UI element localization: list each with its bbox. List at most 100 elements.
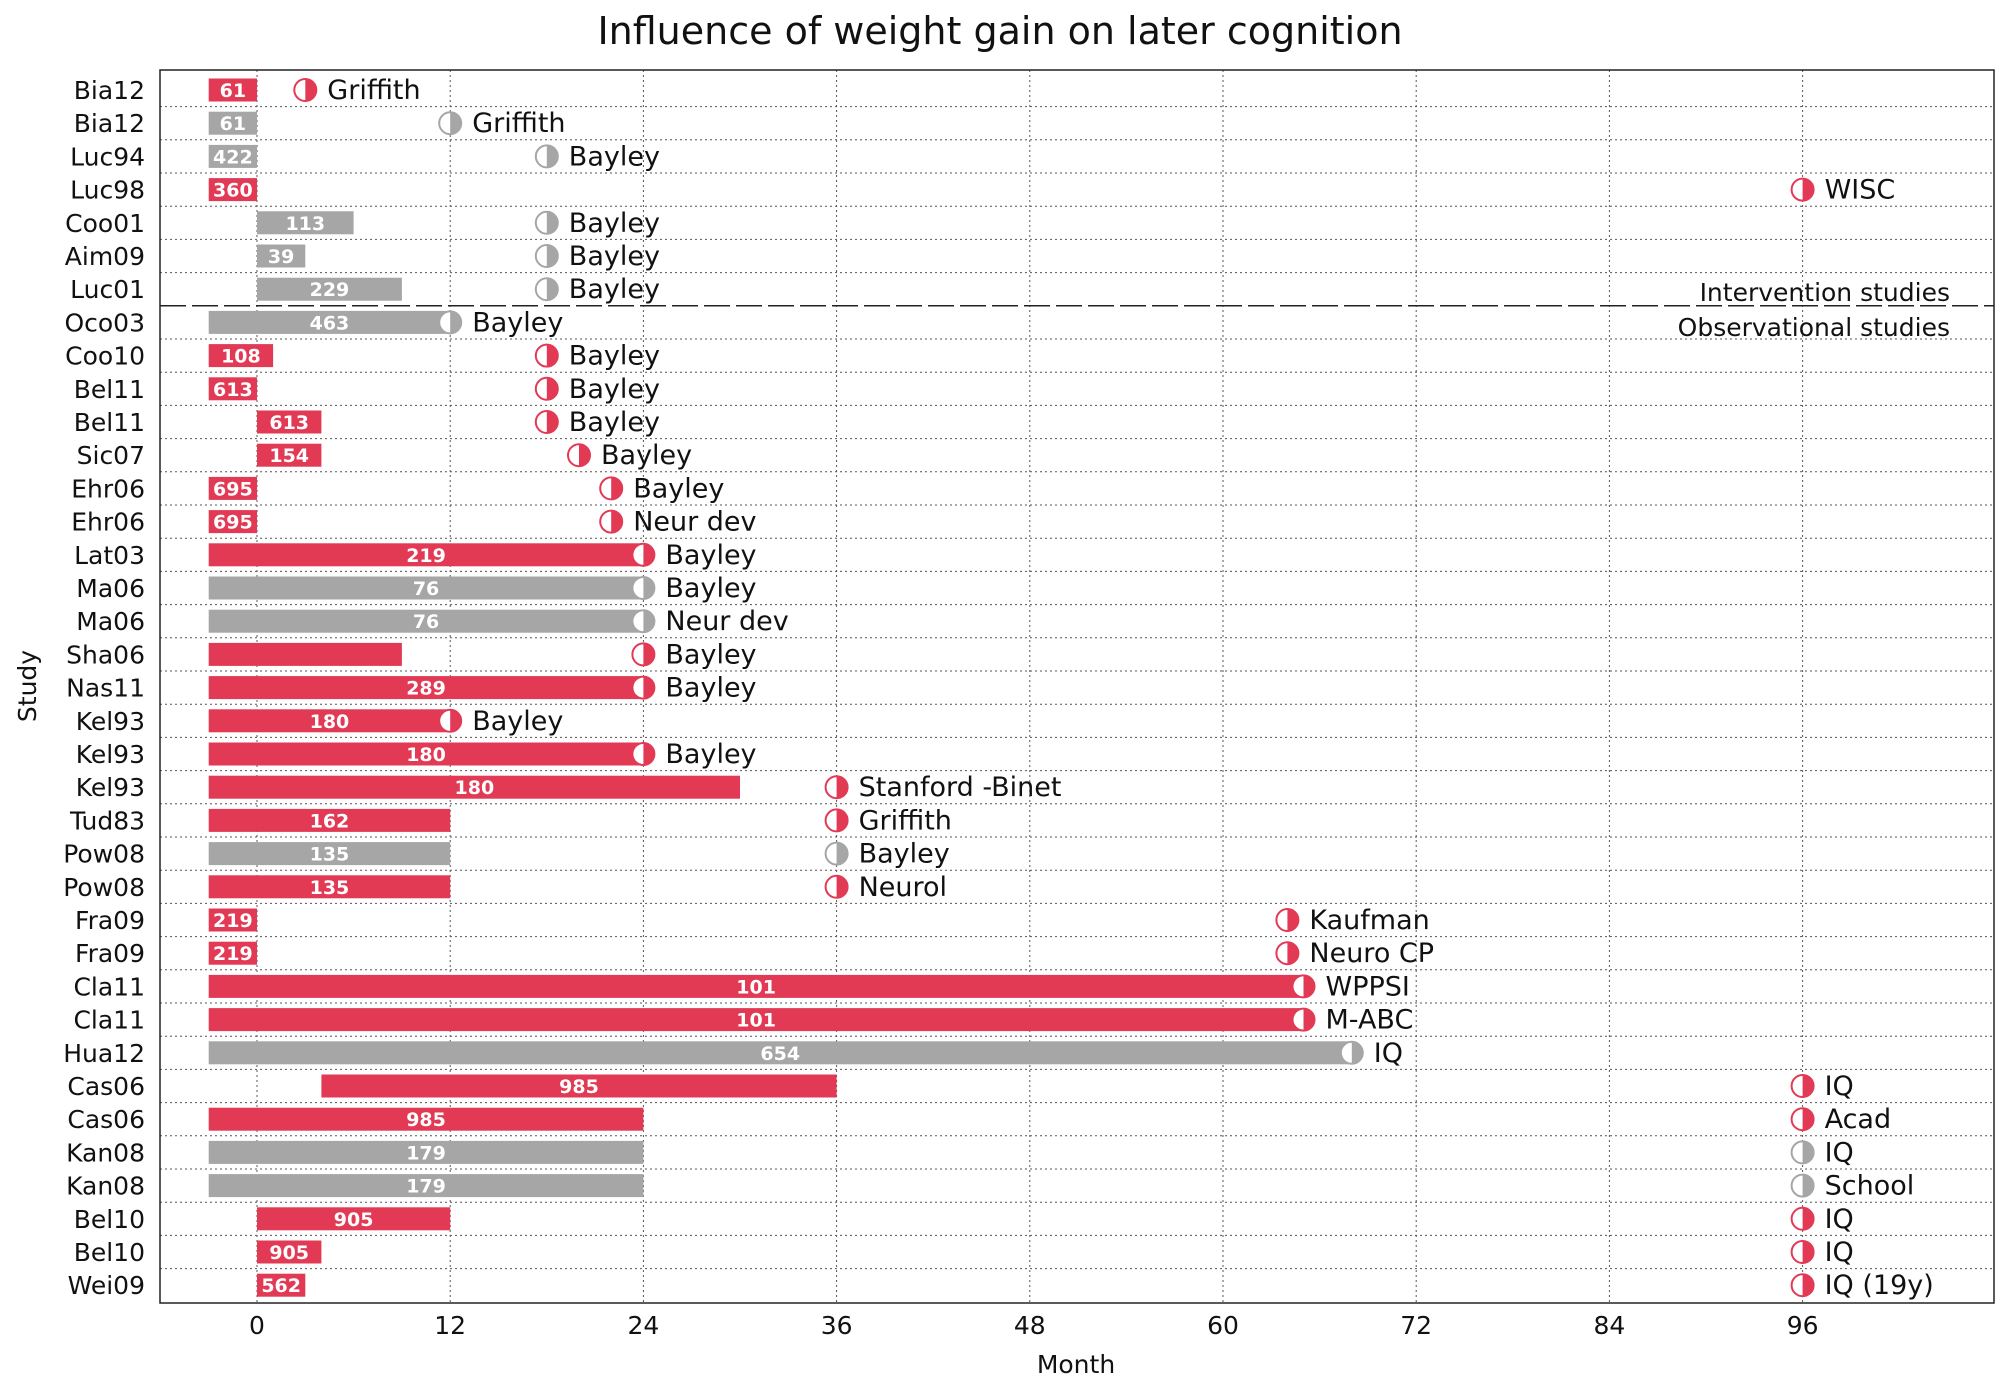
bar-value-label: 219: [213, 943, 253, 965]
x-tick-label: 72: [1400, 1311, 1432, 1340]
bar-value-label: 179: [406, 1176, 446, 1198]
assessment-test-label: Bayley: [665, 639, 756, 670]
y-tick-label: Sha06: [66, 640, 145, 669]
assessment-test-label: IQ: [1374, 1038, 1403, 1069]
bar: [208, 941, 257, 965]
x-tick-label: 60: [1207, 1311, 1239, 1340]
assessment-marker-fill: [305, 79, 317, 101]
assessment-test-label: Stanford -Binet: [859, 772, 1062, 803]
assessment-marker-fill: [836, 842, 848, 865]
x-tick-label: 0: [249, 1311, 265, 1340]
assessment-marker-fill: [1351, 1041, 1363, 1064]
bar: [257, 1240, 322, 1264]
bar: [321, 1074, 837, 1098]
assessment-test-label: Neur dev: [665, 606, 788, 637]
bar: [208, 344, 274, 368]
x-tick-label: 48: [1014, 1311, 1046, 1340]
bar: [208, 709, 451, 733]
bar: [208, 742, 644, 766]
y-tick-label: Luc98: [70, 176, 145, 205]
assessment-marker-fill: [450, 709, 462, 732]
assessment-marker-fill: [1802, 1207, 1814, 1230]
y-tick-label: Kan08: [66, 1172, 145, 1201]
bar-value-label: 180: [455, 777, 495, 799]
bar-value-label: 985: [559, 1076, 599, 1098]
labels: 0 12 24 36 48 60 72 84 96 Bia12 61 Griffith Bia12 61 G…: [63, 75, 1934, 1340]
bar: [208, 1140, 644, 1164]
x-tick-label: 84: [1593, 1311, 1625, 1340]
assessment-test-label: Neuro CP: [1309, 938, 1434, 969]
bar-value-label: 613: [213, 379, 253, 401]
bar: [257, 443, 322, 467]
assessment-marker-fill: [836, 809, 848, 832]
bar: [208, 310, 451, 334]
assessment-marker-fill: [1802, 1108, 1814, 1131]
assessment-marker-fill: [1802, 1274, 1814, 1297]
y-tick-label: Hua12: [63, 1039, 145, 1068]
assessment-marker-fill: [836, 776, 848, 799]
y-tick-label: Luc94: [70, 142, 145, 171]
bar: [208, 875, 451, 899]
assessment-marker-fill: [611, 477, 623, 500]
bar: [208, 476, 257, 500]
bar-value-label: 113: [285, 213, 325, 235]
assessment-marker-fill: [643, 643, 655, 666]
y-tick-label: Fra09: [75, 906, 145, 935]
y-tick-label: Kel93: [76, 707, 145, 736]
x-tick-label: 24: [627, 1311, 659, 1340]
chart-title: Influence of weight gain on later cognit…: [597, 9, 1402, 53]
assessment-marker-fill: [643, 743, 655, 765]
bar: [208, 543, 644, 567]
y-tick-label: Cas06: [67, 1072, 145, 1101]
bar: [208, 609, 644, 633]
assessment-marker-fill: [643, 610, 655, 633]
bar: [208, 178, 257, 202]
y-tick-label: Wei09: [68, 1271, 145, 1300]
y-tick-label: Luc01: [70, 275, 145, 304]
y-tick-label: Bel10: [74, 1238, 145, 1267]
bar: [257, 211, 354, 235]
assessment-marker-fill: [450, 311, 462, 334]
assessment-test-label: Bayley: [569, 141, 660, 172]
bar: [208, 775, 740, 799]
assessment-marker-fill: [836, 875, 848, 898]
assessment-marker-fill: [546, 245, 558, 267]
assessment-test-label: Kaufman: [1309, 905, 1429, 936]
bar-value-label: 61: [220, 113, 246, 135]
bar-value-label: 39: [268, 246, 294, 268]
bar: [208, 974, 1304, 998]
grid: [160, 70, 1994, 1303]
bar-value-label: 219: [406, 545, 446, 567]
x-axis-label: Month: [1037, 1350, 1115, 1378]
assessment-test-label: IQ: [1825, 1204, 1854, 1235]
bar-value-label: 985: [406, 1109, 446, 1131]
assessment-test-label: Neur dev: [633, 507, 756, 538]
assessment-test-label: IQ (19y): [1825, 1270, 1934, 1301]
y-tick-label: Sic07: [77, 441, 145, 470]
assessment-test-label: School: [1825, 1171, 1915, 1202]
y-tick-label: Bel11: [74, 408, 145, 437]
assessment-marker-fill: [1802, 178, 1814, 201]
assessment-test-label: IQ: [1825, 1137, 1854, 1168]
annotation-intervention: Intervention studies: [1700, 278, 1950, 307]
assessment-test-label: Bayley: [859, 839, 950, 870]
assessment-marker-fill: [546, 344, 558, 367]
assessment-marker-fill: [1287, 909, 1299, 931]
assessment-marker-fill: [450, 112, 462, 135]
assessment-test-label: Bayley: [601, 440, 692, 471]
bar-value-label: 905: [334, 1209, 374, 1231]
y-tick-label: Kel93: [76, 740, 145, 769]
bar: [208, 808, 451, 832]
bar-value-label: 61: [220, 80, 246, 102]
y-tick-label: Tud83: [69, 806, 145, 835]
assessment-marker-fill: [1303, 975, 1315, 998]
bar: [257, 1273, 306, 1297]
assessment-test-label: Bayley: [633, 473, 724, 504]
bar: [208, 510, 257, 534]
assessment-marker-fill: [1287, 942, 1299, 965]
assessment-test-label: Bayley: [472, 706, 563, 737]
bar-value-label: 135: [310, 877, 350, 899]
bar-value-label: 179: [406, 1142, 446, 1164]
bar: [257, 1207, 451, 1231]
y-tick-label: Pow08: [63, 840, 145, 869]
